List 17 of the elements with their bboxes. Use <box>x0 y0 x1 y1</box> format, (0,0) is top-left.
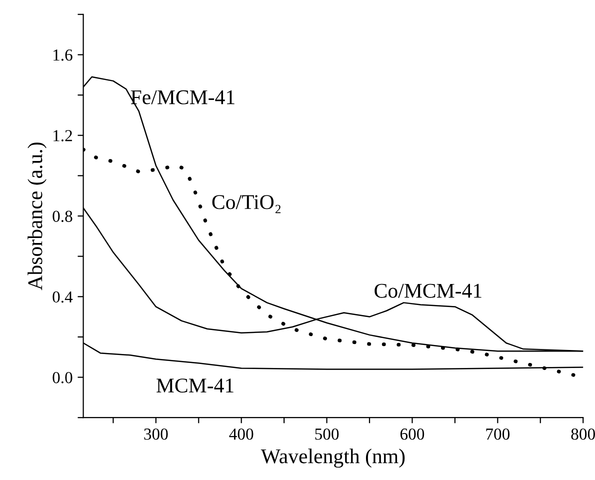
y-tick-label: 0.8 <box>52 210 72 222</box>
y-tick-label: 0.4 <box>52 291 73 303</box>
y-tick-label: 1.2 <box>54 130 72 142</box>
series-label: Fe/MCM-41 <box>130 90 234 104</box>
x-tick-label: 700 <box>486 428 510 440</box>
x-axis-title: Wavelength (nm) <box>260 448 405 468</box>
y-tick-label: 0.0 <box>52 372 72 384</box>
x-tick-label: 400 <box>229 428 254 440</box>
y-axis-title: Absorbance (a.u.) <box>28 142 46 290</box>
series-label: Co/TiO₂ <box>212 195 281 214</box>
series-label: MCM-41 <box>156 378 234 393</box>
x-tick-label: 300 <box>144 428 168 440</box>
x-tick-label: 500 <box>315 428 339 440</box>
x-tick-label: 600 <box>400 428 424 440</box>
series-label: Co/MCM-41 <box>374 284 482 298</box>
y-tick-label: 1.6 <box>54 49 72 61</box>
x-tick-label: 800 <box>571 428 595 440</box>
